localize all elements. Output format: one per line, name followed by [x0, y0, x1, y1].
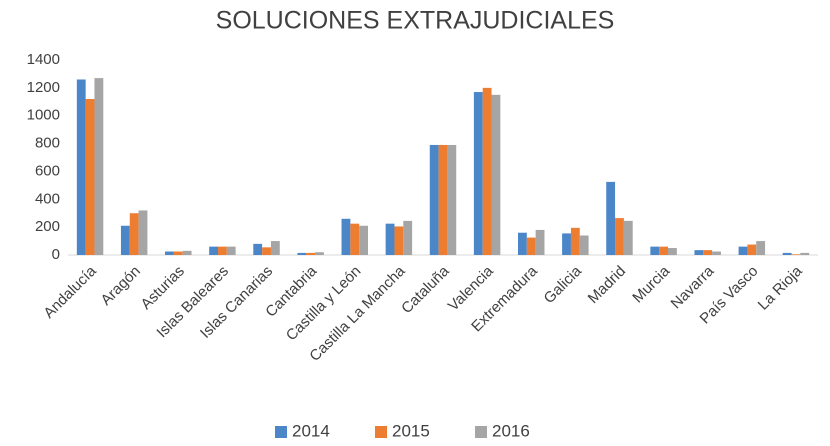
x-tick-label: Galicia — [541, 262, 586, 307]
bar — [650, 246, 660, 255]
x-tick-label: Cataluña — [398, 262, 453, 317]
bar — [218, 246, 227, 255]
bar — [579, 235, 589, 255]
bar — [129, 213, 139, 255]
bar — [297, 252, 307, 255]
y-tick-label: 1400 — [27, 51, 60, 68]
bar — [518, 232, 527, 255]
bar — [756, 241, 766, 255]
bar — [385, 223, 395, 255]
bar — [138, 210, 148, 255]
bar — [350, 223, 360, 255]
y-tick-label: 200 — [35, 218, 60, 235]
bar — [623, 220, 633, 255]
bar — [738, 246, 748, 255]
bar — [712, 251, 721, 255]
bar — [491, 94, 501, 255]
bar — [447, 144, 457, 255]
y-tick-label: 600 — [35, 162, 60, 179]
x-tick-label: La Rioja — [755, 262, 806, 313]
bar — [606, 181, 616, 255]
bar — [165, 251, 174, 255]
bar — [747, 244, 757, 255]
bar — [473, 92, 483, 256]
bar — [659, 246, 668, 255]
y-tick-label: 800 — [35, 135, 60, 152]
bar — [535, 229, 545, 255]
x-tick-label: Andalucía — [40, 262, 100, 322]
bar — [226, 246, 236, 255]
bar — [94, 78, 104, 255]
bar — [668, 248, 677, 255]
bar — [253, 243, 263, 255]
legend-swatch — [275, 426, 287, 438]
bar — [615, 218, 624, 255]
y-tick-label: 400 — [35, 190, 60, 207]
bar — [76, 79, 86, 255]
chart-title: SOLUCIONES EXTRAJUDICIALES — [216, 7, 615, 35]
bar — [270, 241, 280, 255]
bar — [403, 220, 413, 255]
bar — [526, 237, 536, 255]
bar — [315, 252, 324, 255]
bar — [394, 226, 404, 255]
legend-label: 2015 — [392, 421, 430, 440]
bar — [482, 87, 492, 255]
bar — [791, 254, 801, 255]
bar — [694, 250, 704, 255]
y-tick-label: 1000 — [27, 107, 60, 124]
x-tick-label: Madrid — [585, 263, 629, 307]
bar — [438, 144, 448, 255]
bar — [182, 250, 192, 255]
bar — [262, 247, 271, 255]
y-tick-label: 1200 — [27, 79, 60, 96]
bar — [429, 144, 439, 255]
bar — [209, 246, 218, 255]
legend-swatch — [375, 426, 387, 438]
legend-label: 2014 — [292, 421, 330, 440]
legend-label: 2016 — [492, 421, 530, 440]
bar — [120, 225, 130, 255]
bar — [85, 99, 95, 255]
x-tick-label: Aragón — [98, 263, 144, 309]
bar — [359, 225, 368, 255]
bar — [800, 252, 810, 255]
bar — [306, 252, 316, 255]
bar — [703, 250, 713, 255]
y-tick-label: 0 — [52, 246, 60, 263]
bar — [173, 251, 183, 255]
legend-swatch — [475, 426, 487, 438]
bar — [341, 218, 351, 255]
bar — [570, 227, 580, 255]
bar — [562, 233, 571, 255]
bar — [782, 252, 792, 255]
